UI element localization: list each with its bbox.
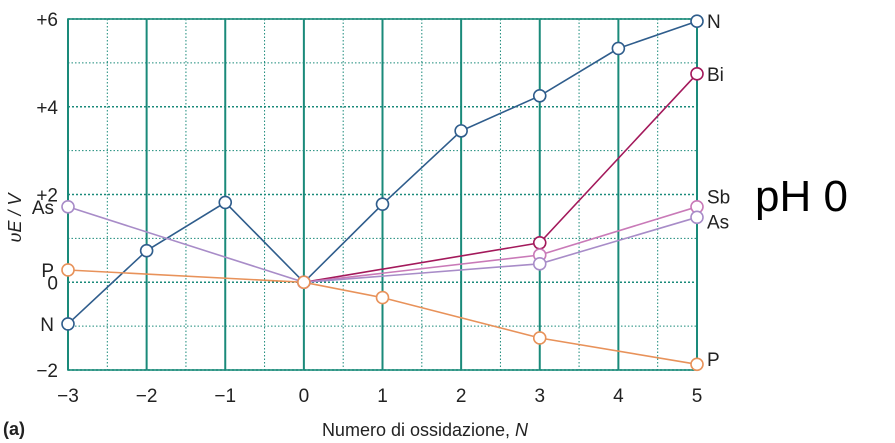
series-line-as [67, 206, 698, 284]
element-labels: N As P N Bi Sb As P [32, 12, 730, 371]
data-point-n [690, 14, 704, 28]
y-tick-label: +4 [36, 98, 58, 119]
x-tick-label: −2 [136, 386, 158, 407]
x-axis-title-variable: N [515, 420, 529, 440]
data-point-p [297, 275, 311, 290]
axis-ticks: −3 −2 −1 0 1 2 3 4 5 −2 0 +2 +4 +6 [36, 10, 702, 407]
data-point-n [611, 41, 626, 56]
series-markers [61, 14, 704, 372]
data-point-p [532, 331, 547, 345]
x-tick-label: 2 [456, 386, 467, 407]
panel-label: (a) [3, 419, 25, 439]
x-tick-label: 0 [299, 386, 310, 407]
element-label-n: N [707, 12, 721, 33]
data-point-n [532, 88, 547, 103]
series-line-sb [303, 206, 698, 284]
data-point-as [532, 257, 547, 271]
y-axis-title: υE / V [5, 192, 25, 243]
ph-annotation: pH 0 [755, 172, 848, 221]
y-tick-label: −2 [36, 361, 58, 382]
data-point-n [61, 317, 75, 331]
data-point-as [690, 210, 704, 225]
x-tick-label: −1 [214, 386, 236, 407]
data-point-n [454, 124, 468, 138]
x-tick-label: 4 [613, 386, 624, 407]
plot-frame [67, 18, 698, 371]
y-tick-label: +6 [36, 10, 58, 31]
data-point-bi [690, 67, 704, 81]
y-tick-label: 0 [47, 273, 58, 294]
element-label-p: P [707, 350, 720, 371]
data-point-as [61, 199, 75, 214]
data-point-p [690, 357, 704, 372]
x-tick-label: 3 [534, 386, 545, 407]
element-label-as: As [32, 198, 54, 219]
element-label-p: P [41, 261, 54, 282]
element-label-bi: Bi [707, 65, 724, 86]
x-tick-label: 1 [377, 386, 388, 407]
x-axis-title: Numero di ossidazione, N [322, 420, 529, 440]
data-point-n [375, 197, 390, 211]
element-label-as: As [707, 213, 729, 234]
element-label-sb: Sb [707, 188, 730, 209]
x-tick-label: −3 [57, 386, 79, 407]
data-point-n [139, 243, 154, 258]
y-tick-label: +2 [36, 186, 58, 207]
data-point-p [61, 263, 75, 277]
x-tick-label: 5 [692, 386, 703, 407]
data-point-p [375, 290, 390, 305]
element-label-n: N [40, 315, 54, 336]
data-point-n [218, 195, 233, 210]
x-axis-title-text: Numero di ossidazione, [322, 420, 515, 440]
data-point-bi [532, 235, 547, 250]
grid [67, 18, 698, 371]
